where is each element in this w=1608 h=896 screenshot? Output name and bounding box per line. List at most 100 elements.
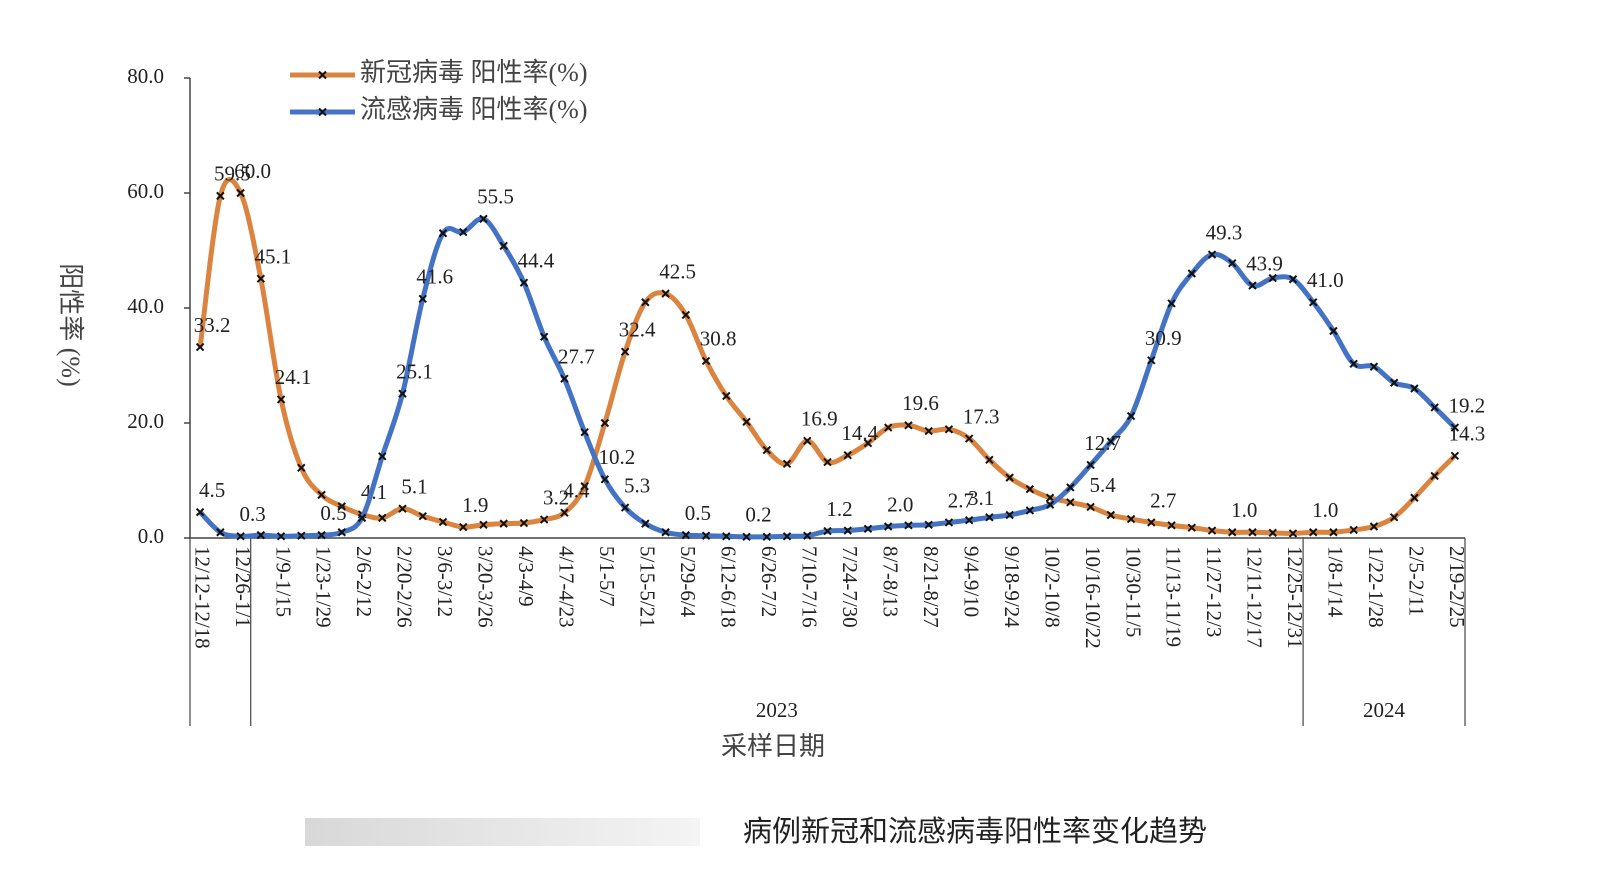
point-marker	[843, 526, 852, 535]
point-marker	[357, 513, 367, 523]
point-marker	[276, 395, 286, 404]
point-marker	[418, 511, 427, 521]
x-tick-label: 10/30-11/5	[1121, 546, 1145, 637]
point-marker	[904, 421, 913, 430]
point-marker	[1430, 403, 1439, 412]
point-marker	[1025, 484, 1035, 494]
point-marker	[620, 503, 630, 512]
point-marker	[337, 502, 346, 511]
data-label: 44.4	[518, 249, 555, 273]
point-marker	[297, 531, 306, 540]
point-marker	[600, 418, 610, 428]
x-tick-label: 10/2-10/8	[1040, 546, 1064, 628]
point-marker	[256, 274, 266, 283]
point-marker	[499, 519, 508, 528]
point-marker	[1450, 451, 1460, 460]
point-marker	[661, 528, 670, 537]
point-marker	[438, 229, 448, 238]
point-marker	[1066, 483, 1075, 492]
point-marker	[519, 518, 529, 528]
point-marker	[1228, 528, 1237, 537]
point-marker	[519, 278, 529, 287]
point-marker	[1045, 493, 1055, 502]
point-marker	[236, 188, 245, 198]
point-marker	[1187, 523, 1196, 532]
point-marker	[195, 507, 205, 517]
x-tick-label: 11/27-12/3	[1202, 546, 1226, 637]
point-marker	[1106, 510, 1116, 520]
x-tick-label: 1/8-1/14	[1324, 546, 1348, 618]
point-marker	[701, 531, 711, 540]
point-marker	[1167, 521, 1176, 530]
data-label: 14.4	[841, 421, 878, 445]
point-marker	[236, 532, 245, 541]
data-label: 3.1	[968, 486, 994, 510]
data-label: 5.3	[624, 473, 650, 497]
data-label: 0.3	[239, 502, 265, 526]
x-tick-label: 4/3-4/9	[514, 546, 538, 607]
data-label: 25.1	[396, 359, 433, 383]
point-marker	[459, 522, 468, 532]
point-marker	[337, 528, 346, 537]
point-marker	[843, 450, 852, 460]
x-group-label: 2024	[1363, 698, 1406, 722]
data-label: 33.2	[194, 313, 231, 337]
point-marker	[1228, 258, 1237, 268]
point-marker	[1025, 506, 1035, 515]
data-label: 0.5	[320, 501, 346, 525]
data-label: 49.3	[1206, 220, 1243, 244]
point-marker	[985, 513, 994, 522]
data-label: 24.1	[275, 365, 312, 389]
data-label: 16.9	[801, 407, 838, 431]
point-marker	[681, 530, 691, 540]
point-marker	[560, 508, 569, 517]
data-label: 43.9	[1246, 251, 1283, 275]
point-marker	[1329, 528, 1338, 537]
point-marker	[863, 438, 873, 448]
y-tick-label: 60.0	[127, 179, 164, 203]
point-marker	[539, 332, 549, 341]
point-marker	[1389, 378, 1399, 387]
data-label: 27.7	[558, 345, 595, 369]
data-label: 0.5	[685, 501, 711, 525]
legend-marker	[318, 70, 327, 80]
y-tick-label: 40.0	[127, 294, 164, 318]
point-marker	[1389, 513, 1399, 522]
x-tick-label: 6/12-6/18	[716, 546, 740, 628]
point-marker	[1329, 326, 1338, 336]
point-marker	[1147, 356, 1156, 365]
x-tick-label: 1/22-1/28	[1364, 546, 1388, 628]
point-marker	[459, 227, 468, 237]
data-label: 41.6	[416, 265, 453, 289]
x-tick-label: 3/6-3/12	[433, 546, 457, 617]
point-marker	[580, 427, 589, 437]
point-marker	[195, 342, 205, 352]
point-marker	[985, 455, 994, 465]
x-tick-label: 7/10-7/16	[797, 546, 821, 628]
point-marker	[1005, 510, 1014, 520]
data-label: 4.5	[199, 478, 225, 502]
point-marker	[701, 356, 711, 366]
point-marker	[378, 452, 387, 461]
point-marker	[1005, 473, 1014, 482]
point-marker	[863, 524, 873, 534]
point-marker	[1369, 362, 1379, 371]
data-label: 41.0	[1307, 268, 1344, 292]
point-marker	[560, 374, 569, 383]
point-marker	[438, 517, 448, 527]
point-marker	[580, 482, 589, 491]
point-marker	[1207, 526, 1217, 535]
point-marker	[378, 513, 387, 523]
x-tick-label: 2/6-2/12	[352, 546, 376, 617]
point-marker	[539, 515, 549, 524]
point-marker	[904, 521, 913, 530]
point-marker	[398, 504, 407, 513]
x-tick-label: 6/26-7/2	[757, 546, 781, 617]
point-marker	[1288, 275, 1298, 284]
legend-marker	[318, 107, 327, 117]
point-marker	[216, 528, 225, 537]
x-tick-label: 7/24-7/30	[838, 546, 862, 628]
x-tick-label: 2/20-2/26	[393, 546, 417, 628]
point-marker	[1147, 518, 1156, 527]
point-marker	[641, 519, 650, 528]
